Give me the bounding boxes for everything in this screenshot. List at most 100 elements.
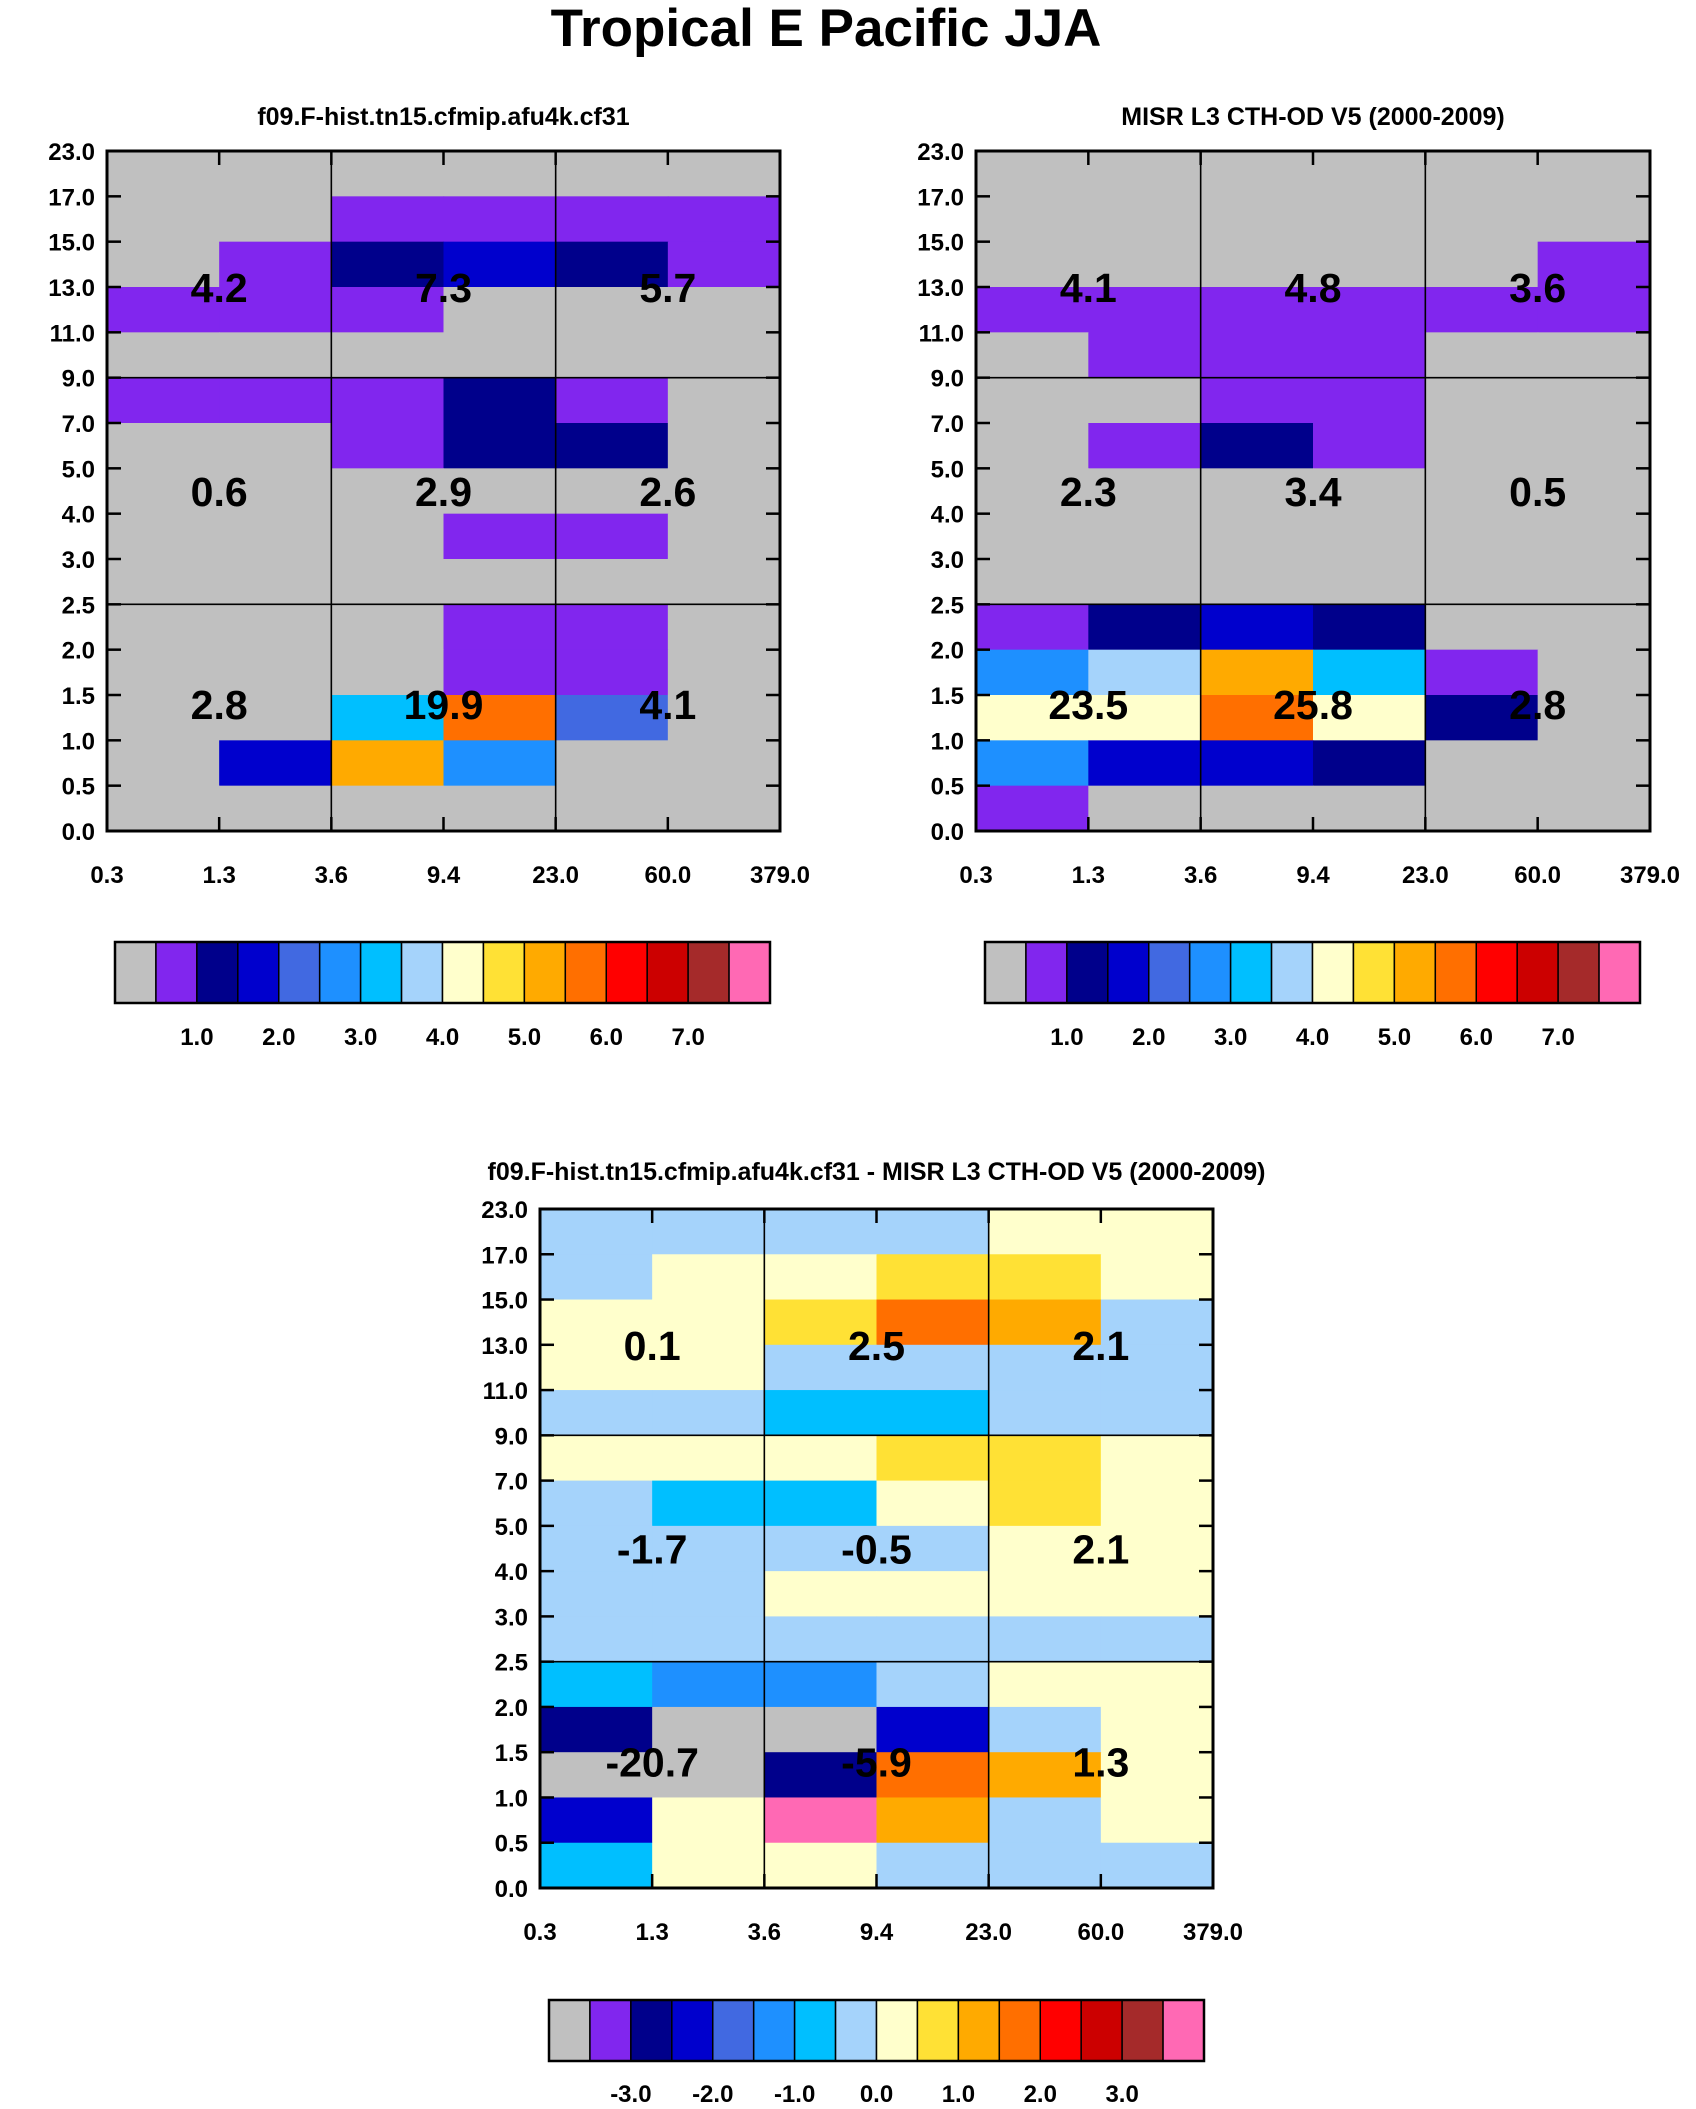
heatmap-cell bbox=[1425, 740, 1539, 787]
heatmap-cell bbox=[652, 1299, 765, 1346]
box-sum-label: 0.6 bbox=[191, 469, 248, 515]
heatmap-cell bbox=[764, 1344, 878, 1391]
heatmap-cell bbox=[876, 1254, 990, 1301]
y-tick-label: 3.0 bbox=[495, 1604, 528, 1631]
y-tick-label: 23.0 bbox=[481, 1197, 528, 1224]
heatmap-cell bbox=[1088, 468, 1202, 515]
colorbar-tick-label: -3.0 bbox=[610, 2081, 651, 2108]
box-sum-label: -1.7 bbox=[617, 1527, 688, 1573]
heatmap-cell bbox=[667, 559, 781, 605]
x-tick-label: 60.0 bbox=[1077, 1919, 1124, 1946]
colorbar-tick-label: -2.0 bbox=[692, 2081, 733, 2108]
heatmap-cell bbox=[1537, 695, 1651, 741]
heatmap-cell bbox=[1313, 785, 1426, 832]
heatmap-cell bbox=[1425, 513, 1539, 560]
heatmap-cell bbox=[976, 377, 1089, 424]
colorbar-swatch bbox=[359, 941, 403, 1004]
x-tick-label: 379.0 bbox=[1620, 862, 1680, 889]
colorbar-swatch bbox=[984, 941, 1027, 1004]
heatmap-cell bbox=[1100, 1661, 1214, 1708]
heatmap-cell bbox=[443, 649, 557, 696]
heatmap-cell bbox=[331, 196, 445, 243]
heatmap-cell bbox=[876, 1435, 990, 1482]
heatmap-cell bbox=[1100, 1344, 1214, 1391]
heatmap-cell bbox=[764, 1525, 878, 1572]
panel-2: MISR L3 CTH-OD V5 (2000-2009)0.00.51.01.… bbox=[917, 103, 1680, 1051]
heatmap-cell bbox=[331, 287, 445, 333]
heatmap-cell bbox=[443, 287, 557, 333]
box-sum-label: 3.6 bbox=[1509, 265, 1566, 311]
box-sum-label: 0.5 bbox=[1509, 469, 1566, 515]
heatmap-cell bbox=[1425, 468, 1539, 515]
heatmap-cell bbox=[1088, 604, 1202, 651]
heatmap-cell bbox=[1425, 649, 1539, 696]
colorbar-swatch bbox=[1229, 941, 1273, 1004]
heatmap-cell bbox=[555, 241, 669, 288]
heatmap-cell bbox=[331, 241, 445, 288]
box-sum-label: 2.9 bbox=[415, 469, 472, 515]
colorbar: -3.0 -2.0 -1.0 0.0 1.0 2.0 3.0 bbox=[547, 1998, 1206, 2108]
heatmap-cell bbox=[1425, 241, 1539, 288]
heatmap-cell bbox=[988, 1254, 1102, 1301]
heatmap-cell bbox=[555, 468, 669, 515]
heatmap-cell bbox=[652, 1661, 765, 1708]
x-tick-label: 1.3 bbox=[635, 1919, 668, 1946]
heatmap-cell bbox=[1537, 468, 1651, 515]
heatmap-cell bbox=[540, 1254, 653, 1301]
colorbar-swatch bbox=[1148, 941, 1191, 1004]
heatmap-cell bbox=[555, 604, 669, 651]
colorbar-swatch bbox=[441, 941, 485, 1004]
heatmap-cell bbox=[1425, 151, 1539, 197]
heatmap-cell bbox=[219, 649, 332, 696]
heatmap-cell bbox=[219, 468, 332, 515]
heatmap-cell bbox=[540, 1299, 653, 1346]
heatmap-cell bbox=[652, 1435, 765, 1482]
heatmap-cell bbox=[1425, 332, 1539, 379]
heatmap-cell bbox=[1537, 559, 1651, 605]
heatmap-cell bbox=[1100, 1209, 1214, 1255]
heatmap-cell bbox=[764, 1661, 878, 1708]
heatmap-cell bbox=[443, 468, 557, 515]
heatmap-cell bbox=[331, 559, 445, 605]
heatmap-cell bbox=[1200, 604, 1314, 651]
heatmap-cell bbox=[652, 1254, 765, 1301]
heatmap-cell bbox=[107, 423, 220, 469]
box-sum-label: 2.6 bbox=[639, 469, 696, 515]
colorbar-swatch bbox=[318, 941, 362, 1004]
colorbar-swatch bbox=[728, 941, 771, 1004]
heatmap-cell bbox=[107, 559, 220, 605]
box-sum-label: -20.7 bbox=[605, 1739, 698, 1785]
heatmap-cell bbox=[107, 785, 220, 832]
x-tick-label: 60.0 bbox=[1514, 862, 1561, 889]
heatmap-cell bbox=[876, 1842, 990, 1889]
heatmap-cell bbox=[988, 1752, 1102, 1799]
colorbar-tick-label: 4.0 bbox=[1296, 1024, 1329, 1051]
heatmap-cell bbox=[555, 695, 669, 741]
colorbar-tick-label: 3.0 bbox=[1105, 2081, 1138, 2108]
y-tick-label: 0.0 bbox=[495, 1876, 528, 1903]
box-sum-label: 19.9 bbox=[404, 682, 484, 728]
heatmap-cell bbox=[107, 649, 220, 696]
heatmap-cell bbox=[443, 740, 557, 787]
y-tick-label: 17.0 bbox=[481, 1242, 528, 1269]
y-tick-label: 17.0 bbox=[917, 184, 964, 211]
y-tick-label: 15.0 bbox=[481, 1288, 528, 1315]
heatmap-cell bbox=[1200, 196, 1314, 243]
heatmap-cell bbox=[652, 1344, 765, 1391]
heatmap-cell bbox=[876, 1706, 990, 1753]
heatmap-cell bbox=[107, 332, 220, 379]
heatmap-cell bbox=[667, 287, 781, 333]
colorbar-tick-label: 0.0 bbox=[860, 2081, 893, 2108]
heatmap-cell bbox=[219, 196, 332, 243]
heatmap-cell bbox=[764, 1435, 878, 1482]
colorbar-swatch bbox=[1080, 1999, 1123, 2062]
colorbar-tick-label: 5.0 bbox=[1378, 1024, 1411, 1051]
heatmap-cell bbox=[667, 740, 781, 787]
heatmap-cell bbox=[1088, 423, 1202, 469]
colorbar-swatch bbox=[834, 1999, 878, 2062]
heatmap-cell bbox=[1313, 287, 1426, 333]
heatmap-cell bbox=[1088, 196, 1202, 243]
colorbar-swatch bbox=[605, 941, 648, 1004]
heatmap-cell bbox=[876, 1797, 990, 1844]
y-tick-label: 13.0 bbox=[481, 1333, 528, 1360]
